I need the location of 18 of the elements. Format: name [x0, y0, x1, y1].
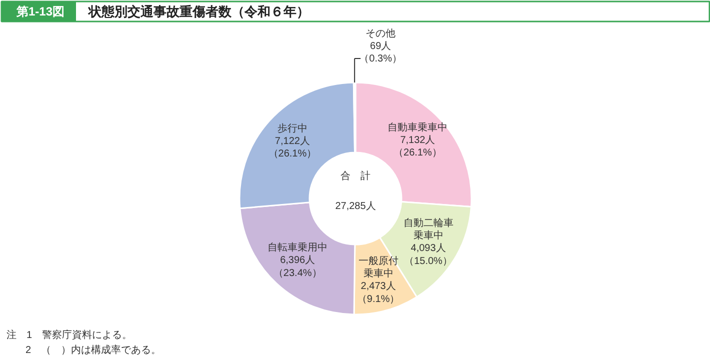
data-label: 6,396人（23.4%） [273, 255, 322, 279]
data-label: 2,473人（9.1%） [356, 281, 400, 305]
text: 合 計 [340, 170, 370, 182]
data-label: 4,093人（15.0%） [404, 243, 452, 267]
data-label: 7,132人（26.1%） [394, 135, 442, 159]
slice-label: その他 [366, 27, 396, 40]
text: 2 （ ）内は構成率である。 [26, 344, 162, 356]
text: 27,285人 [335, 201, 376, 212]
data-label: 7,122人（26.1%） [268, 136, 317, 160]
slice-label: 一般原付乗車中 [358, 256, 398, 280]
slice-label: 歩行中 [277, 122, 308, 134]
slice-label: 自動二輪車乗車中 [403, 216, 454, 242]
slice-label: 自動車乗車中 [388, 121, 448, 134]
data-label: 69人（0.3%） [359, 41, 402, 65]
slice-label: 自転車乗用中 [268, 242, 328, 254]
text: 注 1 警察庁資料による。 [6, 329, 132, 341]
chart-title: 状態別交通事故重傷者数（令和６年） [88, 4, 310, 19]
text: 第1-13図 [15, 4, 65, 18]
